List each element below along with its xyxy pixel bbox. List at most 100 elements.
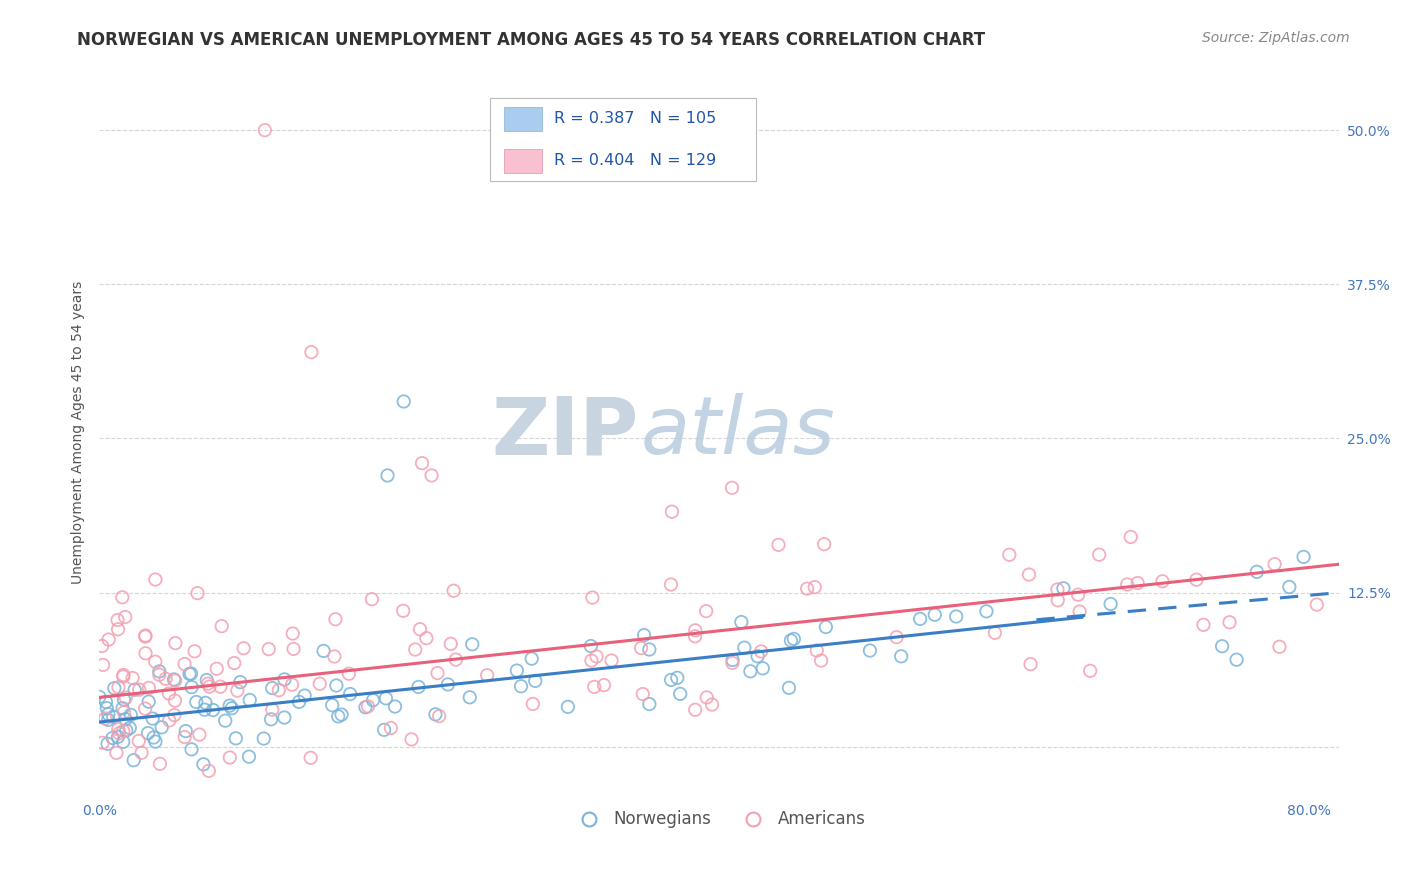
- Point: [91, 657, 114, 672]
- Point: [354, 700, 377, 714]
- Point: [752, 661, 775, 675]
- Point: [214, 714, 236, 728]
- Point: [1119, 530, 1142, 544]
- Point: [91, 736, 114, 750]
- Point: [232, 641, 254, 656]
- Text: Source: ZipAtlas.com: Source: ZipAtlas.com: [1202, 31, 1350, 45]
- Point: [1264, 557, 1286, 571]
- Point: [239, 693, 262, 707]
- Point: [202, 703, 225, 717]
- Point: [1046, 582, 1069, 597]
- Point: [97, 713, 120, 727]
- Point: [124, 682, 146, 697]
- Point: [325, 612, 347, 626]
- Point: [339, 687, 361, 701]
- Point: [998, 548, 1021, 562]
- Point: [890, 649, 912, 664]
- Point: [409, 622, 432, 636]
- Point: [299, 751, 322, 765]
- Point: [683, 629, 706, 643]
- Point: [945, 609, 967, 624]
- Text: R = 0.387   N = 105: R = 0.387 N = 105: [554, 112, 716, 127]
- Point: [1069, 605, 1091, 619]
- Point: [134, 701, 156, 715]
- Point: [666, 671, 689, 685]
- Point: [143, 655, 166, 669]
- Point: [94, 711, 117, 725]
- Point: [1116, 577, 1139, 591]
- Point: [112, 692, 135, 706]
- Point: [425, 707, 447, 722]
- Point: [361, 693, 384, 707]
- Point: [165, 673, 187, 688]
- Point: [328, 709, 350, 723]
- Point: [312, 644, 335, 658]
- Point: [695, 604, 717, 618]
- Point: [218, 750, 240, 764]
- Point: [1152, 574, 1174, 589]
- Point: [308, 677, 330, 691]
- Point: [186, 586, 208, 600]
- Point: [1246, 565, 1268, 579]
- Point: [700, 698, 723, 712]
- Point: [796, 582, 818, 596]
- Point: [408, 680, 430, 694]
- Point: [683, 703, 706, 717]
- Point: [218, 698, 240, 713]
- Bar: [505, 107, 541, 131]
- Point: [121, 671, 143, 685]
- Point: [224, 656, 246, 670]
- Point: [638, 642, 661, 657]
- Point: [1192, 617, 1215, 632]
- Point: [165, 636, 187, 650]
- Point: [520, 651, 543, 665]
- Point: [114, 712, 136, 726]
- Point: [107, 723, 129, 737]
- Point: [696, 690, 718, 705]
- Point: [1211, 639, 1233, 653]
- Point: [229, 675, 252, 690]
- Point: [180, 742, 202, 756]
- Point: [1268, 640, 1291, 654]
- Point: [195, 673, 218, 687]
- Point: [145, 573, 167, 587]
- Point: [325, 678, 347, 692]
- Point: [198, 764, 221, 778]
- Point: [581, 591, 603, 605]
- Point: [427, 709, 450, 723]
- Point: [118, 721, 141, 735]
- Point: [103, 681, 125, 696]
- Point: [1088, 548, 1111, 562]
- Point: [1219, 615, 1241, 630]
- Point: [96, 701, 118, 715]
- Point: [197, 676, 219, 690]
- Point: [377, 468, 399, 483]
- Point: [186, 695, 208, 709]
- Point: [420, 468, 443, 483]
- Point: [924, 607, 946, 622]
- Point: [205, 662, 228, 676]
- Point: [1306, 598, 1329, 612]
- Point: [112, 669, 135, 683]
- Point: [730, 615, 752, 629]
- Point: [506, 664, 529, 678]
- Point: [375, 691, 398, 706]
- Point: [183, 644, 205, 658]
- Point: [426, 666, 449, 681]
- Point: [360, 592, 382, 607]
- Point: [299, 345, 322, 359]
- Point: [114, 690, 136, 705]
- Point: [107, 613, 129, 627]
- Point: [211, 619, 233, 633]
- Text: NORWEGIAN VS AMERICAN UNEMPLOYMENT AMONG AGES 45 TO 54 YEARS CORRELATION CHART: NORWEGIAN VS AMERICAN UNEMPLOYMENT AMONG…: [77, 31, 986, 49]
- Point: [188, 728, 211, 742]
- Point: [221, 701, 243, 715]
- Point: [721, 656, 744, 670]
- Point: [633, 628, 655, 642]
- Point: [253, 123, 276, 137]
- Point: [138, 681, 160, 695]
- FancyBboxPatch shape: [489, 97, 756, 181]
- Point: [630, 641, 652, 656]
- Point: [1019, 657, 1042, 672]
- Point: [522, 697, 544, 711]
